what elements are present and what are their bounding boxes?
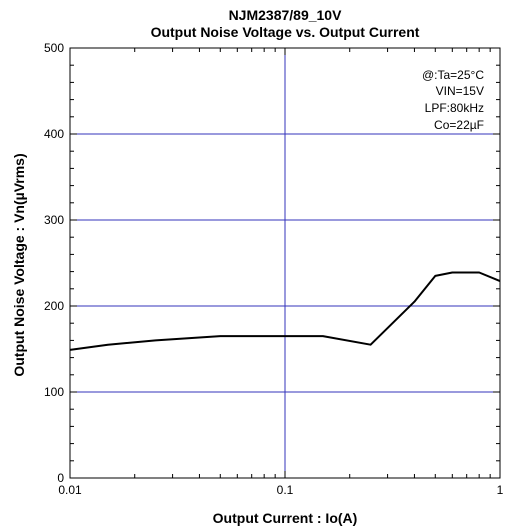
y-tick-label: 500 [44,41,64,55]
series-group [69,271,501,351]
x-tick-label: 0.01 [58,483,82,497]
annotation-line-4: Co=22µF [434,118,484,132]
grid [70,48,500,478]
x-tick-label: 0.1 [277,483,294,497]
y-axis-label: Output Noise Voltage : Vn(µVrms) [11,153,27,376]
y-tick-label: 0 [57,471,64,485]
condition-annotation: @:Ta=25°C VIN=15V LPF:80kHz Co=22µF [422,68,484,132]
series-line [69,271,501,351]
x-axis-label: Output Current : Io(A) [213,510,358,526]
chart-subtitle: Output Noise Voltage vs. Output Current [151,24,420,40]
x-tick-label: 1 [497,483,504,497]
chart-title: NJM2387/89_10V [229,7,343,23]
annotation-line-1: @:Ta=25°C [422,68,484,82]
y-tick-label: 400 [44,127,64,141]
y-tick-label: 200 [44,299,64,313]
annotation-line-2: VIN=15V [436,84,484,98]
plot-frame [69,47,501,479]
x-tick-labels: 0.01 0.1 1 [58,483,503,497]
y-tick-label: 300 [44,213,64,227]
y-tick-labels: 0 100 200 300 400 500 [44,41,64,485]
y-tick-label: 100 [44,385,64,399]
annotation-line-3: LPF:80kHz [425,101,484,115]
